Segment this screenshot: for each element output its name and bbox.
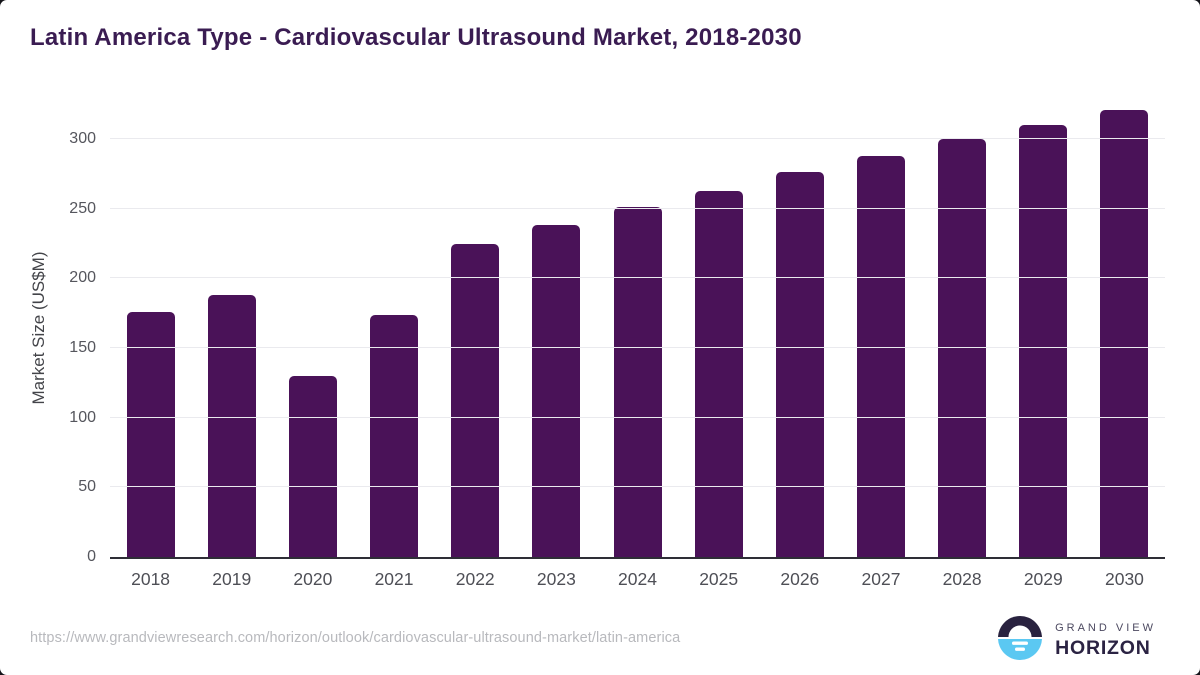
y-tick-250: 250 [69, 199, 96, 217]
horizon-sun-logo-icon [998, 616, 1043, 665]
bar-2029[interactable] [1019, 125, 1068, 557]
bar-slot-2019 [191, 100, 272, 557]
bar-2030[interactable] [1100, 109, 1149, 557]
bar-2020[interactable] [288, 375, 337, 557]
bar-chart: Market Size (US$M) 0 50 100 150 200 250 300 20… [0, 100, 1200, 610]
x-tick-2025: 2025 [699, 569, 739, 589]
x-tick-2021: 2021 [374, 569, 414, 589]
bar-2022[interactable] [451, 243, 500, 557]
bar-2021[interactable] [370, 314, 419, 557]
bar-slot-2023 [516, 100, 597, 557]
plot-area [110, 100, 1165, 559]
brand-line-grand-view: GRAND VIEW [1055, 621, 1156, 634]
bar-slot-2025 [678, 100, 759, 557]
gridline-300 [110, 138, 1165, 140]
bar-2026[interactable] [775, 172, 824, 557]
x-tick-2026: 2026 [780, 569, 820, 589]
bar-slot-2018 [110, 100, 191, 557]
gridline-150 [110, 347, 1165, 349]
bar-slot-2027 [840, 100, 921, 557]
page-title: Latin America Type - Cardiovascular Ultr… [30, 24, 802, 51]
x-tick-2029: 2029 [1023, 569, 1063, 589]
y-axis-tick-labels: 0 50 100 150 200 250 300 [0, 100, 96, 565]
x-tick-2022: 2022 [455, 569, 495, 589]
bar-2027[interactable] [856, 155, 905, 557]
x-tick-2030: 2030 [1104, 569, 1144, 589]
bar-2023[interactable] [532, 225, 581, 557]
y-tick-300: 300 [69, 130, 96, 148]
source-url: https://www.grandviewresearch.com/horizo… [30, 630, 681, 646]
y-tick-200: 200 [69, 269, 96, 287]
bar-2024[interactable] [613, 207, 662, 557]
grand-view-horizon-logo: GRAND VIEW HORIZON [998, 616, 1156, 665]
bar-slot-2021 [353, 100, 434, 557]
bar-slot-2020 [272, 100, 353, 557]
bar-slot-2026 [759, 100, 840, 557]
bars-container [110, 100, 1165, 557]
x-tick-2027: 2027 [861, 569, 901, 589]
x-tick-2018: 2018 [131, 569, 171, 589]
bar-2018[interactable] [126, 311, 175, 557]
y-tick-100: 100 [69, 408, 96, 426]
x-tick-2019: 2019 [212, 569, 252, 589]
logo-wordmark: GRAND VIEW HORIZON [1055, 622, 1156, 660]
x-tick-2020: 2020 [293, 569, 333, 589]
y-tick-150: 150 [69, 339, 96, 357]
y-tick-0: 0 [87, 548, 96, 565]
gridline-250 [110, 207, 1165, 209]
x-tick-2028: 2028 [942, 569, 982, 589]
bar-2025[interactable] [694, 190, 743, 557]
bar-slot-2030 [1084, 100, 1165, 557]
gridline-100 [110, 416, 1165, 418]
bar-slot-2029 [1003, 100, 1084, 557]
bar-2019[interactable] [207, 295, 256, 557]
gridline-50 [110, 486, 1165, 488]
footer: https://www.grandviewresearch.com/horizo… [0, 615, 1200, 675]
x-tick-2024: 2024 [618, 569, 657, 589]
brand-line-horizon: HORIZON [1055, 636, 1151, 659]
bar-slot-2028 [922, 100, 1003, 557]
bar-slot-2024 [597, 100, 678, 557]
y-tick-50: 50 [78, 478, 96, 496]
x-axis-tick-labels: 2018 2019 2020 2021 2022 2023 2024 2025 2026 2027… [110, 569, 1165, 590]
bar-slot-2022 [435, 100, 516, 557]
gridline-200 [110, 277, 1165, 279]
x-tick-2023: 2023 [536, 569, 576, 589]
